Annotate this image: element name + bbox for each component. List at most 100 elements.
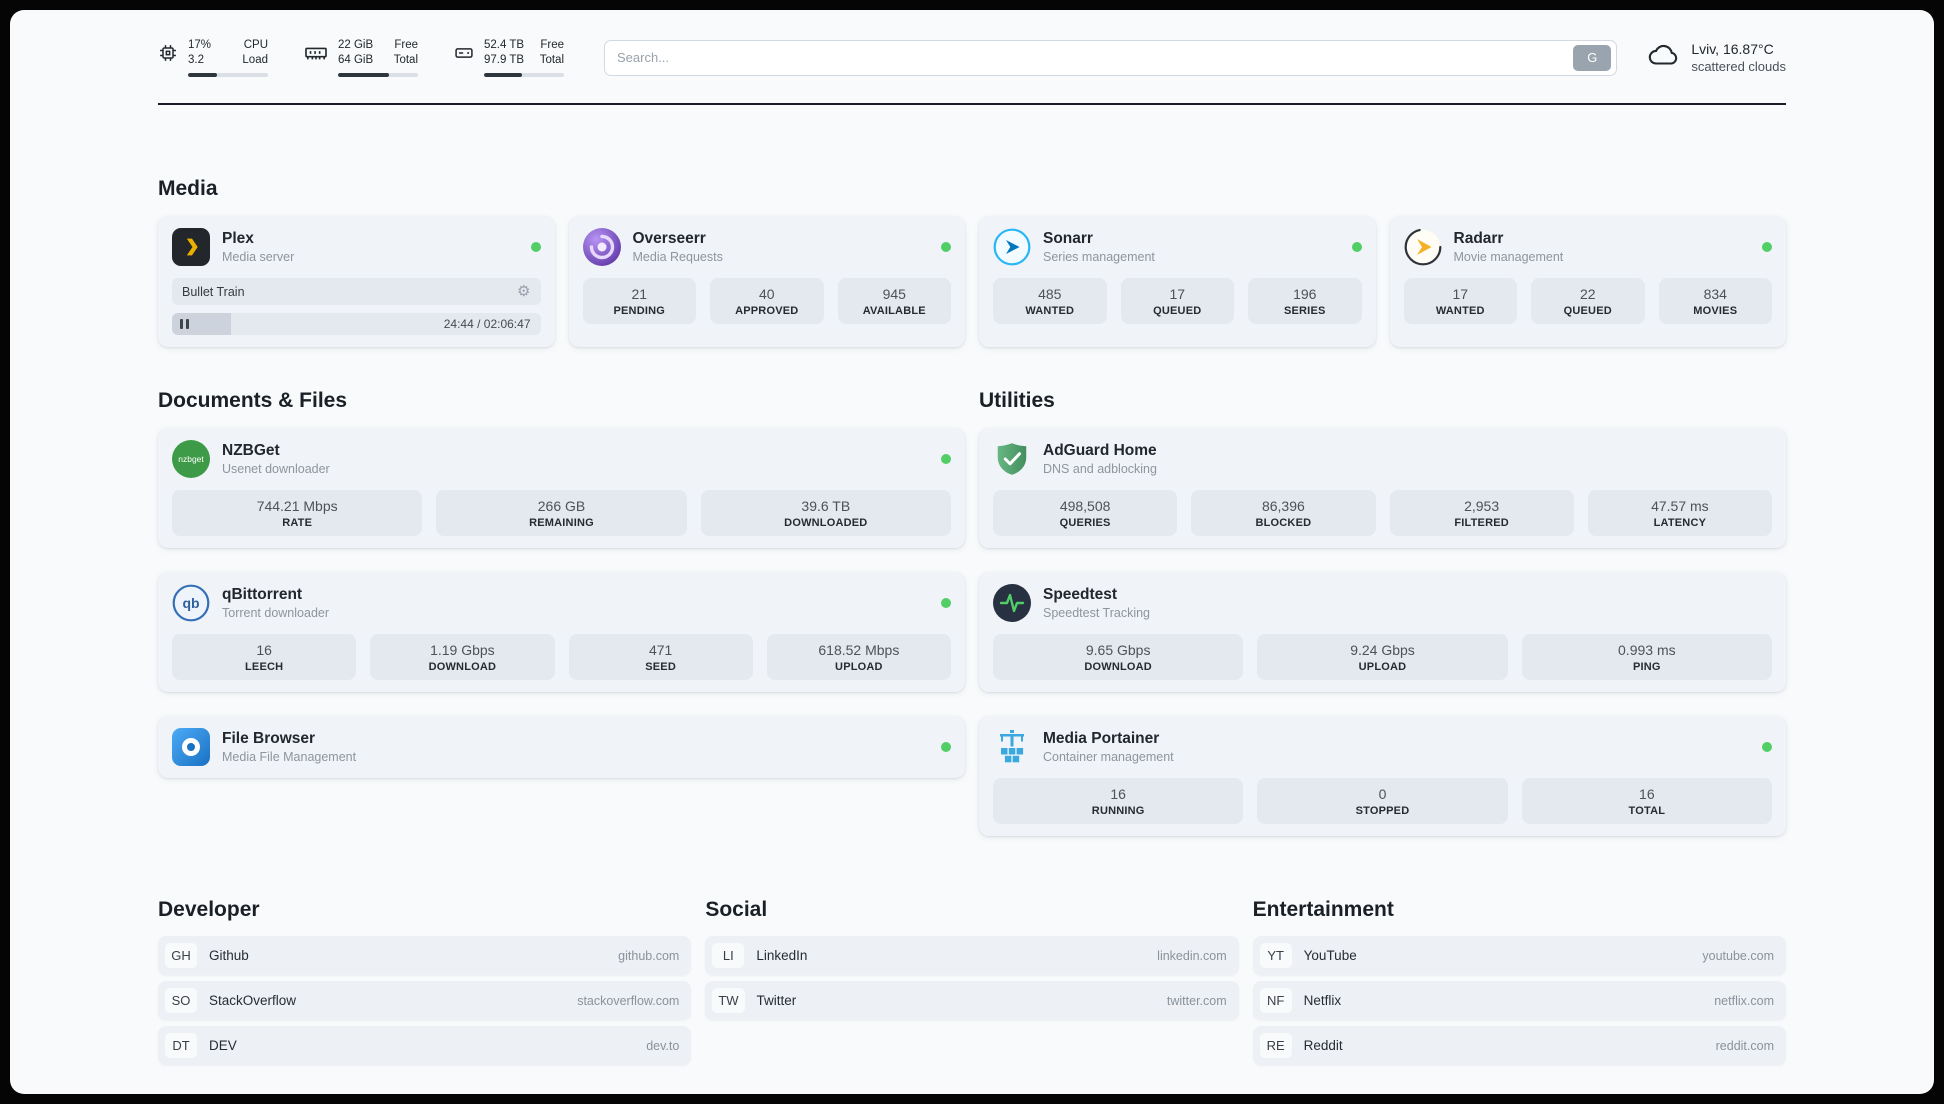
overseerr-meta: Overseerr Media Requests — [633, 230, 723, 264]
sonarr-icon — [993, 228, 1031, 266]
stat-label: QUEUED — [1563, 305, 1612, 318]
section-title-utilities: Utilities — [979, 389, 1055, 413]
dashboard-page: 17% CPU 3.2 Load 22 GiB Free 64 GiB Total — [10, 10, 1934, 1094]
cloud-icon — [1647, 41, 1681, 74]
app-card-overseerr[interactable]: Overseerr Media Requests 21 PENDING 40 A… — [568, 216, 965, 348]
gear-icon[interactable]: ⚙ — [517, 283, 531, 301]
bookmark-dev[interactable]: DT DEV dev.to — [158, 1026, 692, 1066]
stat-queued: 22 QUEUED — [1531, 278, 1645, 325]
stat-value: 47.57 ms — [1651, 498, 1709, 515]
playback-progress-bar[interactable]: 24:44 / 02:06:47 — [172, 313, 541, 336]
app-card-nzbget[interactable]: nzbget NZBGet Usenet downloader 74 — [158, 428, 965, 549]
bookmark-stackoverflow[interactable]: SO StackOverflow stackoverflow.com — [158, 981, 692, 1021]
bookmark-url: youtube.com — [1702, 948, 1774, 963]
app-name: Overseerr — [632, 230, 706, 248]
status-dot — [941, 454, 951, 465]
nzbget-stats: 744.21 Mbps RATE 266 GB REMAINING 39.6 T… — [172, 490, 951, 537]
stat-label: STOPPED — [1355, 805, 1410, 818]
bookmark-linkedin[interactable]: LI LinkedIn linkedin.com — [705, 936, 1239, 976]
nzbget-icon: nzbget — [172, 440, 210, 479]
ram-monitor: 22 GiB Free 64 GiB Total — [304, 38, 418, 78]
stat-value: 9.65 Gbps — [1085, 642, 1151, 659]
bookmark-url: netflix.com — [1714, 993, 1774, 1008]
bookmark-abbr: SO — [165, 988, 197, 1014]
ram-label: Free — [394, 39, 418, 51]
bookmark-abbr: NF — [1259, 988, 1292, 1014]
stat-queries: 498,508 QUERIES — [993, 490, 1178, 537]
speedtest-stats: 9.65 Gbps DOWNLOAD 9.24 Gbps UPLOAD 0.99… — [993, 634, 1772, 681]
stat-value: 16 — [256, 642, 272, 659]
radarr-icon — [1404, 228, 1442, 266]
pause-icon[interactable] — [180, 319, 183, 330]
radarr-meta: Radarr Movie management — [1454, 230, 1564, 264]
search-input[interactable] — [617, 50, 1574, 66]
bookmark-group-entertainment: Entertainment YT YouTube youtube.com NF … — [1252, 898, 1786, 1071]
pause-icon[interactable] — [186, 319, 189, 330]
app-card-speedtest[interactable]: Speedtest Speedtest Tracking 9.65 Gbps D… — [979, 572, 1786, 693]
app-subtitle: DNS and adblocking — [1043, 462, 1157, 477]
stat-value: 40 — [758, 286, 775, 303]
bookmark-url: twitter.com — [1166, 993, 1227, 1008]
portainer-stats: 16 RUNNING 0 STOPPED 16 TOTAL — [993, 778, 1772, 825]
app-card-adguard[interactable]: AdGuard Home DNS and adblocking 498,508 … — [979, 428, 1786, 549]
adguard-meta: AdGuard Home DNS and adblocking — [1043, 442, 1157, 476]
cpu-bar-fill — [188, 73, 217, 78]
stat-label: AVAILABLE — [862, 305, 926, 318]
stat-rate: 744.21 Mbps RATE — [172, 490, 423, 537]
bookmark-name: Reddit — [1303, 1038, 1343, 1054]
app-card-plex[interactable]: Plex Media server Bullet Train ⚙ 24:44 /… — [158, 216, 555, 348]
app-card-radarr[interactable]: Radarr Movie management 17 WANTED 22 QUE… — [1389, 216, 1786, 348]
stat-label: TOTAL — [1628, 805, 1666, 818]
app-subtitle: Container management — [1043, 750, 1174, 765]
stat-value: 1.19 Gbps — [430, 642, 495, 659]
bookmark-url: linkedin.com — [1157, 948, 1227, 963]
stat-value: 471 — [648, 642, 673, 659]
section-title-developer: Developer — [158, 898, 260, 922]
speedtest-icon — [993, 584, 1031, 623]
app-card-filebrowser[interactable]: File Browser Media File Management — [158, 716, 965, 779]
stat-value: 834 — [1703, 286, 1727, 303]
header-bar: 17% CPU 3.2 Load 22 GiB Free 64 GiB Total — [10, 10, 1934, 78]
ram-free: 22 GiB — [338, 39, 374, 51]
stat-movies: 834 MOVIES — [1658, 278, 1772, 325]
app-name: qBittorrent — [222, 586, 303, 604]
cpu-bar — [188, 73, 268, 78]
stat-label: WANTED — [1025, 305, 1075, 318]
app-name: Speedtest — [1043, 586, 1118, 604]
bookmark-netflix[interactable]: NF Netflix netflix.com — [1252, 981, 1786, 1021]
stat-latency: 47.57 ms LATENCY — [1587, 490, 1772, 537]
bookmark-youtube[interactable]: YT YouTube youtube.com — [1252, 936, 1786, 976]
app-subtitle: Speedtest Tracking — [1043, 606, 1151, 621]
app-subtitle: Media server — [222, 250, 295, 265]
weather-widget: Lviv, 16.87°C scattered clouds — [1647, 41, 1786, 74]
bookmark-twitter[interactable]: TW Twitter twitter.com — [705, 981, 1239, 1021]
section-title-social: Social — [705, 898, 768, 922]
stat-value: 485 — [1038, 286, 1062, 303]
app-card-qbittorrent[interactable]: qb qBittorrent Torrent downloader — [158, 572, 965, 693]
sonarr-stats: 485 WANTED 17 QUEUED 196 SERIES — [993, 278, 1362, 325]
bookmark-name: YouTube — [1303, 948, 1357, 964]
qbittorrent-icon: qb — [172, 584, 210, 622]
speedtest-meta: Speedtest Speedtest Tracking — [1043, 586, 1150, 620]
stat-blocked: 86,396 BLOCKED — [1191, 490, 1376, 537]
stat-value: 17 — [1169, 286, 1186, 303]
app-card-portainer[interactable]: Media Portainer Container management 16 … — [979, 716, 1786, 837]
disk-total: 97.9 TB — [484, 54, 525, 67]
plex-card-header: Plex Media server — [172, 228, 541, 267]
stat-upload: 9.24 Gbps UPLOAD — [1257, 634, 1508, 681]
app-name: Radarr — [1453, 230, 1504, 248]
stat-label: RATE — [282, 517, 313, 530]
bookmark-github[interactable]: GH Github github.com — [158, 936, 692, 976]
app-subtitle: Usenet downloader — [222, 462, 330, 477]
section-title-entertainment: Entertainment — [1252, 898, 1394, 922]
stat-value: 744.21 Mbps — [256, 498, 338, 515]
app-card-sonarr[interactable]: Sonarr Series management 485 WANTED 17 Q… — [979, 216, 1376, 348]
bookmark-reddit[interactable]: RE Reddit reddit.com — [1252, 1026, 1786, 1066]
playback-time: 24:44 / 02:06:47 — [443, 317, 531, 332]
stat-value: 86,396 — [1261, 498, 1305, 515]
stat-value: 2,953 — [1464, 498, 1500, 515]
playback-progress-fill — [172, 313, 231, 336]
stat-queued: 17 QUEUED — [1120, 278, 1234, 325]
search-engine-button[interactable]: G — [1573, 44, 1612, 71]
stat-stopped: 0 STOPPED — [1257, 778, 1508, 825]
